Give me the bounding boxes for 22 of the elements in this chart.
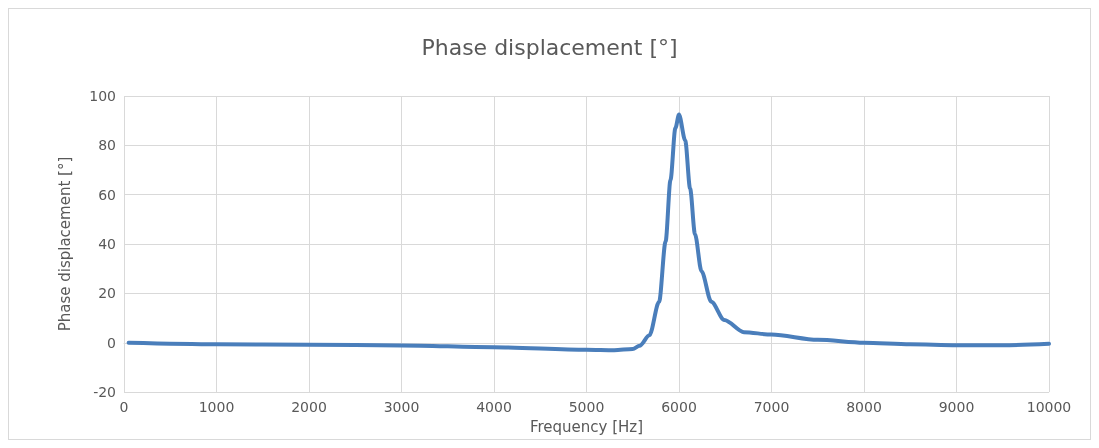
x-tick-label: 2000 [291,399,327,416]
x-tick-label: 6000 [661,399,697,416]
y-tick-label: 100 [89,88,116,104]
x-tick-label: 0 [119,399,129,416]
x-axis-title: Frequency [Hz] [529,417,644,436]
y-tick-label: 20 [98,285,116,302]
y-tick-label: 80 [98,137,116,154]
chart-title: Phase displacement [°] [421,34,678,60]
y-axis-title: Phase displacement [°] [55,156,74,332]
x-tick-label: 10000 [1026,399,1072,416]
x-tick-label: 8000 [846,399,882,416]
x-tick-label: 5000 [568,399,605,416]
x-tick-label: 3000 [383,399,420,416]
x-tick-label: 7000 [753,399,790,416]
y-tick-label: -20 [93,384,116,401]
x-tick-label: 1000 [198,399,235,416]
line-series [126,112,1051,353]
x-tick-label: 4000 [476,399,512,416]
x-tick-label: 9000 [938,399,975,416]
y-tick-label: 60 [98,186,116,203]
y-tick-label: 40 [98,236,116,253]
y-tick-label: 0 [107,334,116,351]
